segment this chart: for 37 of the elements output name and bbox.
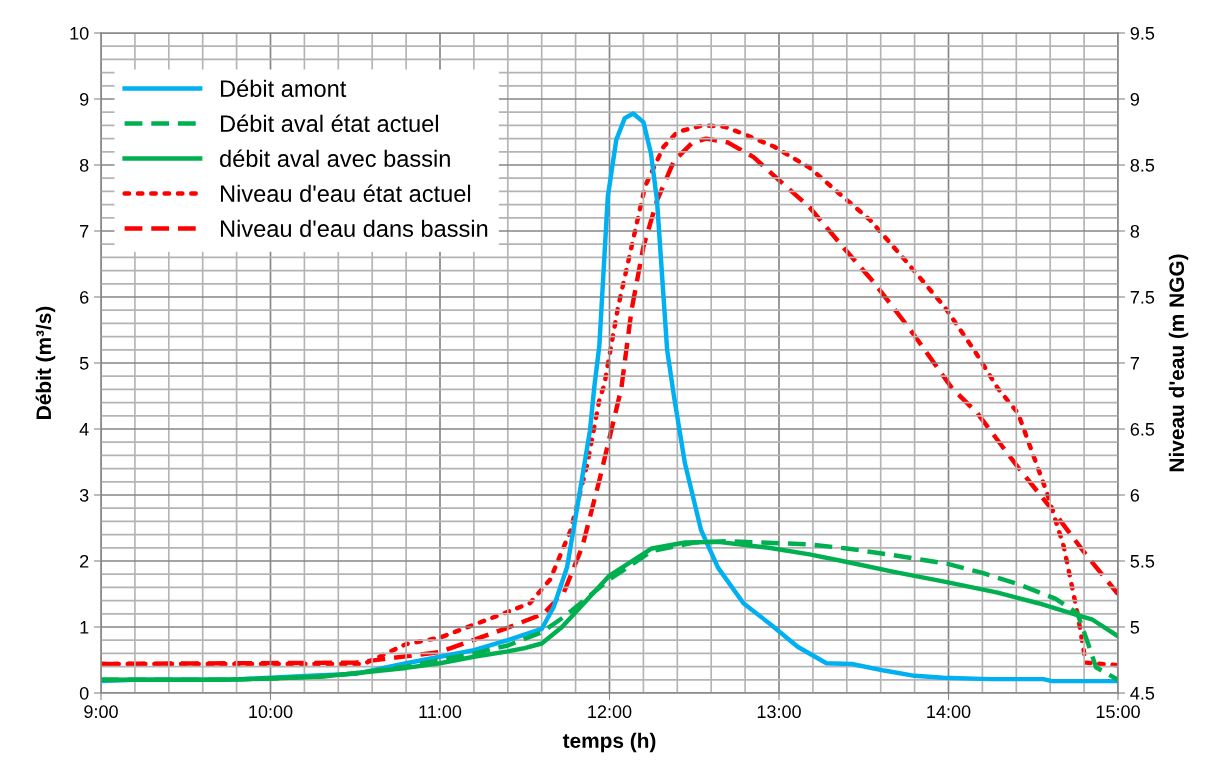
y2-tick-label: 4.5	[1130, 687, 1155, 700]
y-tick-label: 6	[80, 290, 89, 304]
x-tick-label: 14:00	[927, 705, 971, 719]
y2-tick-label: 8	[1130, 224, 1140, 238]
y2-tick-label: 5.5	[1130, 555, 1155, 568]
x-tick-label: 15:00	[1096, 705, 1140, 719]
x-tick-label: 10:00	[249, 705, 293, 719]
y2-tick-label: 7.5	[1130, 291, 1155, 304]
y2-tick-label: 5	[1130, 621, 1140, 634]
x-tick-label: 13:00	[757, 705, 801, 719]
y-tick-label: 9	[80, 92, 89, 106]
y-tick-label: 0	[79, 686, 89, 700]
y-tick-label: 3	[79, 488, 89, 502]
y2-tick-label: 6	[1130, 488, 1140, 502]
y2-tick-label: 9	[1130, 92, 1139, 106]
y2-tick-label: 7	[1130, 357, 1139, 370]
y2-axis-title: Niveau d'eau (m NGG)	[1168, 254, 1189, 472]
y-tick-label: 2	[80, 554, 89, 568]
x-tick-label: 9:00	[84, 705, 118, 719]
y2-tick-label: 6.5	[1130, 422, 1155, 436]
y2-tick-label: 9.5	[1130, 26, 1155, 40]
x-tick-label: 12:00	[588, 705, 632, 719]
y-tick-label: 7	[80, 225, 89, 238]
y-tick-label: 8	[79, 158, 89, 172]
y-axis-title: Débit (m³/s)	[35, 306, 56, 419]
legend-label: débit aval avec bassin	[220, 149, 450, 168]
y-tick-label: 10	[70, 26, 89, 40]
x-tick-label: 11:00	[419, 705, 462, 719]
y2-tick-label: 8.5	[1130, 158, 1155, 172]
legend-label: Débit aval état actuel	[220, 114, 438, 133]
y-tick-label: 4	[79, 423, 89, 436]
y-tick-label: 1	[80, 621, 89, 634]
y-tick-label: 5	[79, 357, 89, 370]
legend-label: Niveau d'eau état actuel	[220, 184, 471, 203]
x-axis-title: temps (h)	[562, 732, 656, 753]
legend-label: Niveau d'eau dans bassin	[220, 219, 488, 238]
legend-label: Débit amont	[220, 79, 347, 98]
